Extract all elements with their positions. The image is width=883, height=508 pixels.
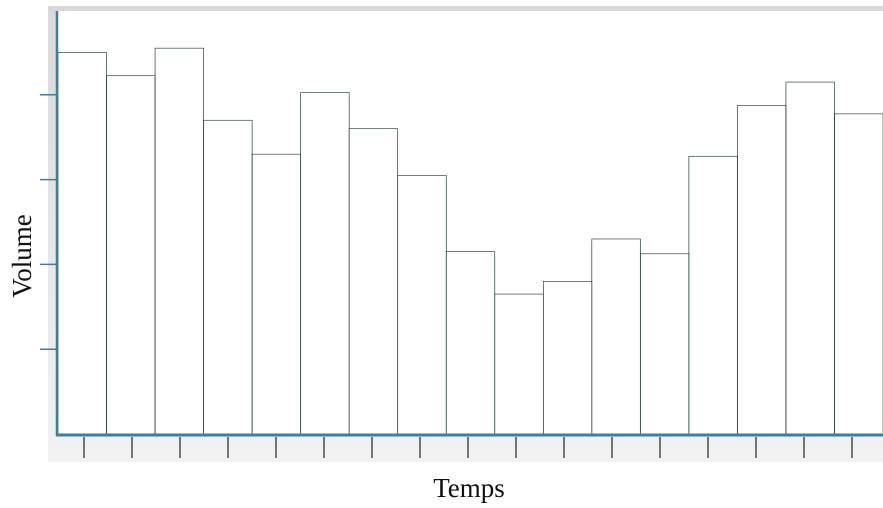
y-axis-title: Volume xyxy=(7,214,37,298)
x-ticks xyxy=(83,437,853,458)
plot-background xyxy=(57,11,883,435)
y-ticks xyxy=(40,94,57,350)
axes xyxy=(40,11,883,458)
x-axis-title: Temps xyxy=(433,473,505,503)
plot-frame xyxy=(48,6,883,462)
tree-highlight xyxy=(818,0,821,2)
